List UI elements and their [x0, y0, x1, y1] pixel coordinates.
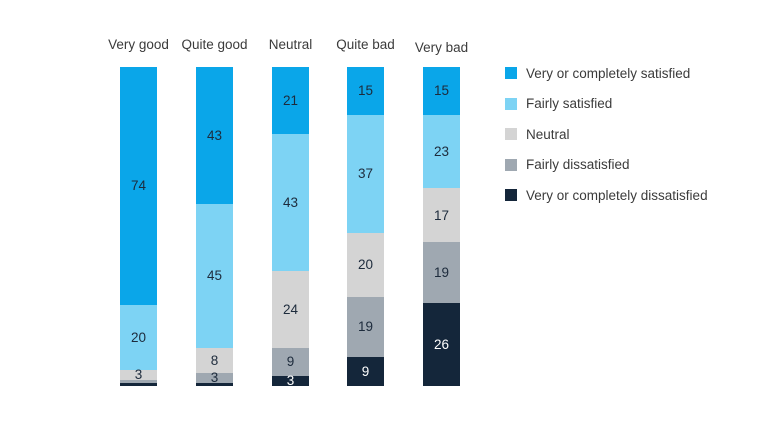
legend-item: Fairly satisfied [505, 95, 708, 113]
bar-segment: 3 [120, 366, 157, 382]
legend-swatch-icon [505, 97, 517, 110]
stacked-bar: 21 43 24 9 3 [272, 67, 309, 389]
legend-label: Fairly dissatisfied [526, 157, 630, 172]
stacked-bar: 15 23 17 19 26 [423, 67, 460, 386]
bar-segment: 15 [423, 67, 460, 115]
segment-value-label: 26 [433, 336, 450, 352]
segment-value-label: 43 [282, 194, 299, 210]
bar-segment: 23 [423, 114, 460, 189]
bar-segment: 26 [423, 303, 460, 386]
segment-value-label: 15 [433, 83, 450, 99]
bar-segment: 21 [272, 67, 309, 134]
bar-segment: 3 [272, 373, 309, 389]
bar-segment [196, 382, 233, 386]
bar-segment: 19 [423, 242, 460, 304]
segment-value-label: 45 [206, 268, 223, 284]
segment-value-label: 17 [433, 207, 450, 223]
bar-segment: 43 [196, 67, 233, 205]
bar-segment: 20 [120, 305, 157, 370]
segment-value-label: 9 [286, 354, 295, 370]
bar-segment: 45 [196, 204, 233, 348]
segment-value-label: 9 [361, 363, 370, 379]
segment-value-label: 8 [210, 352, 219, 368]
legend-item: Very or completely satisfied [505, 64, 708, 82]
legend-label: Very or completely satisfied [526, 65, 691, 81]
segment-value-label: 3 [286, 373, 295, 389]
chart-column: Quite good 43 45 8 3 [170, 36, 260, 386]
segment-value-label: 20 [357, 257, 374, 272]
segment-value-label: 19 [357, 319, 374, 335]
segment-value-label: 74 [130, 178, 147, 194]
segment-value-label: 3 [210, 370, 219, 386]
legend-label: Neutral [526, 126, 570, 142]
stacked-bar: 15 37 20 19 9 [347, 67, 384, 386]
legend-label: Fairly satisfied [526, 96, 613, 111]
column-header: Neutral [268, 37, 313, 52]
bar-segment: 9 [272, 347, 309, 377]
legend-swatch-icon [505, 67, 517, 79]
column-header: Very bad [414, 40, 469, 55]
segment-value-label: 15 [357, 83, 374, 99]
segment-value-label: 23 [433, 143, 450, 159]
column-header: Very good [108, 37, 169, 52]
legend-swatch-icon [505, 128, 517, 140]
chart-column: Quite bad 15 37 20 19 9 [321, 36, 411, 386]
stacked-bar: 74 20 3 [120, 67, 157, 386]
stacked-bar: 43 45 8 3 [196, 67, 233, 386]
segment-value-label: 20 [130, 329, 147, 345]
bar-segment: 37 [347, 114, 384, 233]
chart-column: Very bad 15 23 17 19 26 [397, 36, 487, 386]
chart-column: Very good 74 20 3 [94, 36, 184, 386]
bar-segment: 43 [272, 133, 309, 272]
segment-value-label: 19 [433, 264, 450, 280]
chart-column: Neutral 21 43 24 9 3 [246, 36, 336, 389]
legend-label: Very or completely dissatisfied [526, 187, 708, 203]
bar-segment: 74 [120, 67, 157, 306]
bar-segment: 9 [347, 357, 384, 386]
column-header: Quite bad [336, 37, 395, 52]
bar-segment: 20 [347, 232, 384, 297]
segment-value-label: 24 [282, 301, 299, 317]
legend-item: Very or completely dissatisfied [505, 186, 708, 204]
bar-segment: 17 [423, 188, 460, 243]
bar-segment: 19 [347, 296, 384, 358]
bar-segment [120, 379, 157, 383]
legend-swatch-icon [505, 158, 517, 171]
legend: Very or completely satisfied Fairly satis… [505, 64, 708, 217]
bar-segment [120, 382, 157, 386]
segment-value-label: 21 [282, 92, 299, 108]
bar-segment: 8 [196, 347, 233, 374]
bar-segment: 15 [347, 67, 384, 115]
bar-segment: 24 [272, 271, 309, 348]
column-header: Quite good [181, 37, 248, 52]
segment-value-label: 37 [357, 166, 374, 182]
bar-segment: 3 [196, 370, 233, 386]
legend-item: Neutral [505, 125, 708, 143]
legend-swatch-icon [505, 189, 517, 201]
legend-item: Fairly dissatisfied [505, 156, 708, 174]
segment-value-label: 43 [206, 127, 223, 143]
segment-value-label: 3 [134, 366, 143, 382]
